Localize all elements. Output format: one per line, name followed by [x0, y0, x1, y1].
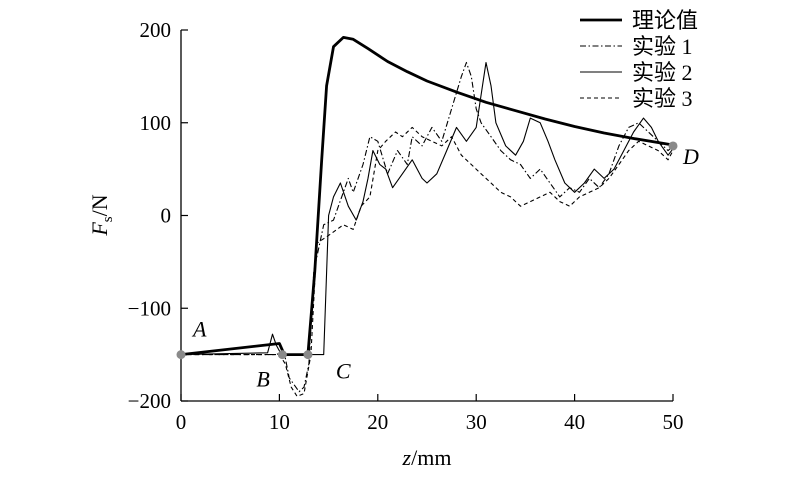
marker-point-C	[303, 350, 313, 360]
plot-lines	[180, 36, 674, 397]
y-tick-label: −100	[128, 296, 171, 320]
marker-label-D: D	[682, 144, 699, 169]
x-axis-label: z/mm	[402, 445, 452, 470]
y-tick-label: −200	[128, 389, 171, 413]
x-tick-label: 20	[367, 410, 388, 434]
x-tick-label: 50	[663, 410, 684, 434]
y-tick-label: 0	[161, 204, 172, 228]
x-tick-label: 10	[269, 410, 290, 434]
legend-label-3: 实验 2	[632, 60, 693, 85]
series-line-2	[181, 61, 674, 393]
y-axis-label: Fs/N	[87, 194, 116, 236]
y-tick-label: 100	[140, 111, 172, 135]
marker-point-A	[176, 350, 186, 360]
x-tick-label: 40	[564, 410, 585, 434]
marker-label-B: B	[256, 367, 269, 392]
x-ticks: 0 10 20 30 40 50	[176, 394, 684, 434]
series-line-1	[180, 36, 674, 357]
x-tick-label: 30	[466, 410, 487, 434]
series-line-4	[181, 126, 674, 397]
series-line-3	[180, 61, 674, 356]
y-tick-label: 200	[140, 18, 172, 42]
legend-label-1: 理论值	[632, 8, 698, 33]
x-tick-label: 0	[176, 410, 187, 434]
legend-label-2: 实验 1	[632, 34, 693, 59]
y-ticks: −200 −100 0 100 200	[128, 18, 188, 413]
legend-label-4: 实验 3	[632, 86, 693, 111]
marker-point-B	[277, 350, 287, 360]
point-markers: A B C D	[176, 141, 699, 392]
marker-point-D	[668, 141, 678, 151]
marker-label-C: C	[336, 359, 351, 384]
marker-label-A: A	[191, 317, 207, 342]
